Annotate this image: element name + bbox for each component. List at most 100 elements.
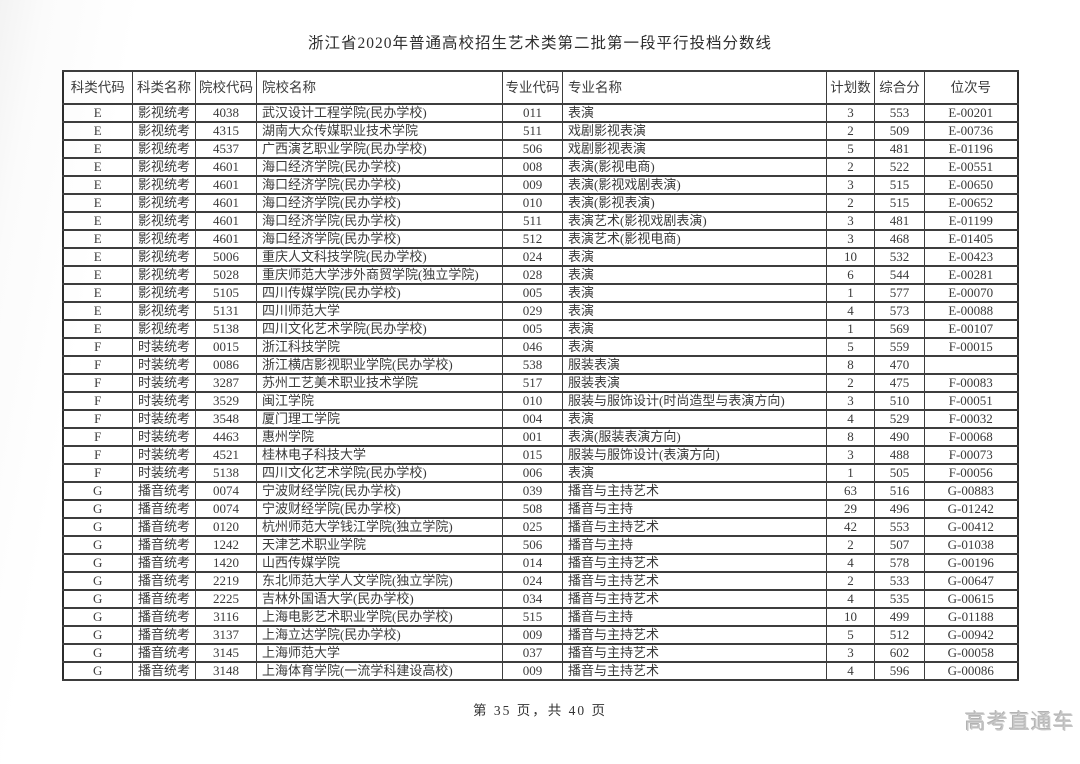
- table-cell: 511: [502, 121, 563, 141]
- table-cell: 510: [874, 391, 925, 411]
- table-cell: 001: [502, 427, 563, 447]
- table-cell: 0120: [195, 517, 257, 537]
- page-number: 第 35 页，共 40 页: [473, 703, 607, 718]
- table-cell: 3137: [195, 625, 257, 645]
- table-cell: 4601: [195, 193, 257, 213]
- table-cell: 海口经济学院(民办学校): [256, 229, 503, 249]
- table-cell: 2: [826, 157, 875, 177]
- table-cell: 037: [502, 643, 563, 663]
- table-cell: 515: [874, 175, 925, 195]
- page-title: 浙江省2020年普通高校招生艺术类第二批第一段平行投档分数线: [307, 35, 772, 52]
- table-cell: 播音与主持: [562, 535, 827, 555]
- table-cell: 506: [502, 535, 563, 555]
- table-cell: 影视统考: [132, 265, 196, 285]
- table-cell: 511: [502, 211, 563, 231]
- table-cell: 011: [502, 103, 563, 123]
- table-row: E 影视统考 4315 湖南大众传媒职业技术学院 511 戏剧影视表演 2 509 E-0073…: [62, 121, 1018, 141]
- table-cell: E: [62, 175, 133, 195]
- table-cell: 481: [874, 139, 925, 159]
- table-cell: F-00083: [924, 373, 1018, 393]
- table-cell: 532: [874, 247, 925, 267]
- table-cell: G-01242: [924, 499, 1018, 519]
- table-cell: F: [62, 463, 133, 483]
- table-cell: 2: [826, 121, 875, 141]
- table-cell: 播音与主持艺术: [562, 571, 827, 591]
- table-cell: F: [62, 409, 133, 429]
- table-cell: G: [62, 517, 133, 537]
- table-cell: 2: [826, 193, 875, 213]
- table-cell: 005: [502, 283, 563, 303]
- table-cell: G: [62, 571, 133, 591]
- table-row: E 影视统考 4537 广西演艺职业学院(民办学校) 506 戏剧影视表演 5 481 E-01…: [62, 139, 1018, 159]
- table-cell: F-00068: [924, 427, 1018, 447]
- table-cell: 499: [874, 607, 925, 627]
- table-cell: 010: [502, 193, 563, 213]
- table-cell: 470: [874, 355, 925, 375]
- column-header: 院校代码: [195, 70, 257, 105]
- table-cell: E: [62, 121, 133, 141]
- table-cell: F-00051: [924, 391, 1018, 411]
- table-cell: 5: [826, 139, 875, 159]
- table-cell: 5028: [195, 265, 257, 285]
- table-cell: E: [62, 265, 133, 285]
- table-body: E 影视统考 4038 武汉设计工程学院(民办学校) 011 表演 3 553 E-00201 E…: [62, 103, 1018, 681]
- table-cell: F: [62, 427, 133, 447]
- table-cell: 四川师范大学: [256, 301, 503, 321]
- table-cell: 553: [874, 517, 925, 537]
- table-cell: 吉林外国语大学(民办学校): [256, 589, 503, 609]
- table-cell: 3: [826, 229, 875, 249]
- column-header: 科类名称: [132, 70, 196, 105]
- table-cell: 2225: [195, 589, 257, 609]
- table-cell: 0074: [195, 499, 257, 519]
- table-cell: 苏州工艺美术职业技术学院: [256, 373, 503, 393]
- table-cell: E: [62, 283, 133, 303]
- column-header: 科类代码: [62, 70, 133, 105]
- table-cell: 009: [502, 175, 563, 195]
- table-cell: E-00650: [924, 175, 1018, 195]
- table-cell: E-00107: [924, 319, 1018, 339]
- table-cell: 5138: [195, 463, 257, 483]
- table-cell: 桂林电子科技大学: [256, 445, 503, 465]
- table-row: F 时装统考 3548 厦门理工学院 004 表演 4 529 F-00032: [62, 409, 1018, 429]
- table-row: E 影视统考 5131 四川师范大学 029 表演 4 573 E-00088: [62, 301, 1018, 321]
- table-cell: 影视统考: [132, 139, 196, 159]
- table-cell: 时装统考: [132, 373, 196, 393]
- table-cell: 508: [502, 499, 563, 519]
- table-cell: 播音与主持艺术: [562, 661, 827, 681]
- table-cell: 四川文化艺术学院(民办学校): [256, 463, 503, 483]
- table-row: E 影视统考 4601 海口经济学院(民办学校) 511 表演艺术(影视戏剧表演) 3 481…: [62, 211, 1018, 231]
- table-cell: 4: [826, 661, 875, 681]
- table-cell: 播音与主持艺术: [562, 553, 827, 573]
- column-header: 专业名称: [562, 70, 827, 105]
- table-cell: 009: [502, 625, 563, 645]
- table-row: F 时装统考 4521 桂林电子科技大学 015 服装与服饰设计(表演方向) 3 488 F-0…: [62, 445, 1018, 465]
- table-cell: 506: [502, 139, 563, 159]
- table-cell: 5006: [195, 247, 257, 267]
- table-cell: 2: [826, 571, 875, 591]
- table-cell: 表演: [562, 337, 827, 357]
- table-cell: 宁波财经学院(民办学校): [256, 499, 503, 519]
- table-cell: 海口经济学院(民办学校): [256, 211, 503, 231]
- table-cell: 浙江横店影视职业学院(民办学校): [256, 355, 503, 375]
- table-cell: 播音与主持艺术: [562, 481, 827, 501]
- table-cell: 3145: [195, 643, 257, 663]
- table-cell: 山西传媒学院: [256, 553, 503, 573]
- table-cell: E: [62, 103, 133, 123]
- table-cell: 505: [874, 463, 925, 483]
- table-cell: 517: [502, 373, 563, 393]
- table-cell: 034: [502, 589, 563, 609]
- table-cell: 553: [874, 103, 925, 123]
- table-cell: 2219: [195, 571, 257, 591]
- table-cell: 014: [502, 553, 563, 573]
- table-cell: 529: [874, 409, 925, 429]
- table-cell: F: [62, 391, 133, 411]
- table-cell: 039: [502, 481, 563, 501]
- table-row: G 播音统考 0074 宁波财经学院(民办学校) 508 播音与主持 29 496 G-0124…: [62, 499, 1018, 519]
- table-cell: 重庆师范大学涉外商贸学院(独立学院): [256, 265, 503, 285]
- table-cell: 表演: [562, 283, 827, 303]
- table-row: G 播音统考 3148 上海体育学院(一流学科建设高校) 009 播音与主持艺术 4 596 G…: [62, 661, 1018, 681]
- table-cell: 4601: [195, 175, 257, 195]
- table-row: G 播音统考 3145 上海师范大学 037 播音与主持艺术 3 602 G-00058: [62, 643, 1018, 663]
- table-cell: 表演: [562, 247, 827, 267]
- table-cell: 播音与主持艺术: [562, 589, 827, 609]
